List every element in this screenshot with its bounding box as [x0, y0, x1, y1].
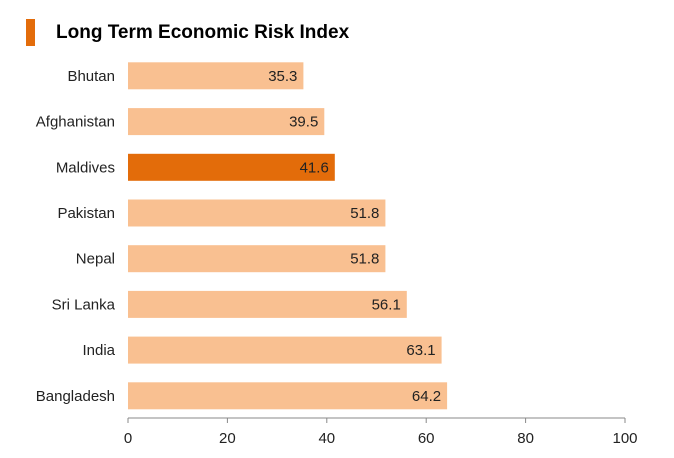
category-label-maldives: Maldives: [56, 159, 115, 176]
x-tick-label-20: 20: [219, 430, 236, 447]
value-label-nepal: 51.8: [350, 251, 379, 268]
category-label-afghanistan: Afghanistan: [36, 114, 115, 131]
bar-pakistan: [128, 199, 386, 227]
chart-title: Long Term Economic Risk Index: [56, 22, 350, 43]
x-tick-label-60: 60: [418, 430, 435, 447]
value-label-bangladesh: 64.2: [412, 388, 441, 405]
category-label-pakistan: Pakistan: [57, 205, 115, 222]
bar-afghanistan: [128, 108, 325, 136]
x-tick-label-100: 100: [612, 430, 637, 447]
bars-group: [128, 62, 448, 410]
value-labels: 35.3 39.5 41.6 51.8 51.8 56.1 63.1 64.2: [268, 68, 441, 405]
bar-bangladesh: [128, 382, 448, 410]
x-tick-label-0: 0: [124, 430, 132, 447]
x-axis-ticks: 0 20 40 60 80 100: [124, 418, 638, 447]
category-label-bangladesh: Bangladesh: [36, 388, 115, 405]
value-label-maldives: 41.6: [300, 159, 329, 176]
bar-bhutan: [128, 62, 304, 90]
bar-maldives: [128, 153, 335, 181]
bar-india: [128, 336, 442, 364]
bar-nepal: [128, 245, 386, 273]
value-label-bhutan: 35.3: [268, 68, 297, 85]
category-label-india: India: [82, 342, 115, 359]
value-label-sri-lanka: 56.1: [372, 296, 401, 313]
x-tick-label-80: 80: [517, 430, 534, 447]
value-label-pakistan: 51.8: [350, 205, 379, 222]
title-accent-bar: [26, 19, 35, 46]
value-label-afghanistan: 39.5: [289, 114, 318, 131]
x-tick-label-40: 40: [318, 430, 335, 447]
category-label-nepal: Nepal: [76, 251, 115, 268]
category-label-bhutan: Bhutan: [67, 68, 115, 85]
value-label-india: 63.1: [406, 342, 435, 359]
bar-sri-lanka: [128, 290, 407, 318]
category-labels: Bhutan Afghanistan Maldives Pakistan Nepal Sr…: [36, 68, 116, 405]
category-label-sri-lanka: Sri Lanka: [52, 296, 116, 313]
